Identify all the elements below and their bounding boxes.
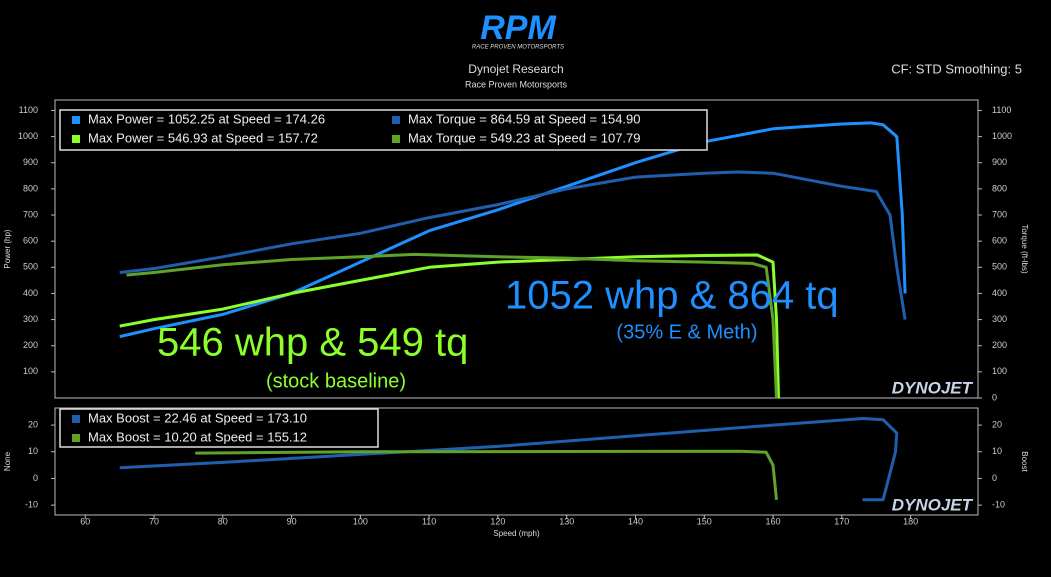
y-tick-label: 1000 <box>18 131 38 141</box>
annotation: 1052 whp & 864 tq <box>505 274 839 318</box>
legend-label: Max Torque = 549.23 at Speed = 107.79 <box>408 130 641 145</box>
y2-tick-label: 100 <box>992 366 1007 376</box>
data-line <box>119 417 899 502</box>
legend-swatch <box>72 415 80 423</box>
watermark: DYNOJET <box>892 378 974 397</box>
x-tick-label: 80 <box>218 516 228 526</box>
y2-tick-label: 1000 <box>992 131 1012 141</box>
x-tick-label: 60 <box>80 516 90 526</box>
legend-swatch <box>72 116 80 124</box>
y2-tick-label: 0 <box>992 392 997 402</box>
x-tick-label: 170 <box>834 516 849 526</box>
y-tick-label: 20 <box>28 419 38 429</box>
x-axis-label: Speed (mph) <box>493 529 540 538</box>
y2-tick-label: 1100 <box>992 105 1011 115</box>
annotation: (stock baseline) <box>266 370 406 392</box>
y2-axis-label: Torque (ft-lbs) <box>1020 224 1029 274</box>
data-line <box>195 449 778 500</box>
y2-tick-label: 600 <box>992 236 1007 246</box>
data-line <box>126 252 778 399</box>
x-tick-label: 140 <box>628 516 643 526</box>
y2-axis-label: Boost <box>1020 451 1029 472</box>
x-tick-label: 110 <box>422 516 436 526</box>
y2-tick-label: -10 <box>992 500 1005 510</box>
y2-tick-label: 800 <box>992 183 1007 193</box>
legend-label: Max Boost = 10.20 at Speed = 155.12 <box>88 429 307 444</box>
y-tick-label: 600 <box>23 236 38 246</box>
y-tick-label: 300 <box>23 314 38 324</box>
x-tick-label: 180 <box>903 516 918 526</box>
y2-tick-label: 20 <box>992 419 1002 429</box>
y-tick-label: 800 <box>23 183 38 193</box>
y-tick-label: 100 <box>23 366 38 376</box>
logo-sub: RACE PROVEN MOTORSPORTS <box>472 45 564 51</box>
legend-label: Max Torque = 864.59 at Speed = 154.90 <box>408 111 641 126</box>
settings: CF: STD Smoothing: 5 <box>891 61 1022 76</box>
legend-swatch <box>392 135 400 143</box>
title: Dynojet Research <box>468 62 563 76</box>
y2-tick-label: 200 <box>992 340 1007 350</box>
legend-box <box>59 408 379 448</box>
y2-tick-label: 900 <box>992 157 1007 167</box>
y-tick-label: -10 <box>25 500 38 510</box>
legend-swatch <box>72 135 80 143</box>
y2-tick-label: 10 <box>992 446 1002 456</box>
y2-tick-label: 0 <box>992 473 997 483</box>
legend-label: Max Power = 546.93 at Speed = 157.72 <box>88 130 318 145</box>
y-tick-label: 0 <box>33 473 38 483</box>
y2-tick-label: 700 <box>992 209 1007 219</box>
x-tick-label: 90 <box>287 516 297 526</box>
subtitle: Race Proven Motorsports <box>465 79 568 89</box>
legend-box <box>59 109 708 151</box>
y-tick-label: 1100 <box>19 105 38 115</box>
y-axis-label: None <box>3 451 12 471</box>
y2-tick-label: 300 <box>992 314 1007 324</box>
y-tick-label: 900 <box>23 157 38 167</box>
x-tick-label: 150 <box>697 516 712 526</box>
legend-label: Max Power = 1052.25 at Speed = 174.26 <box>88 111 325 126</box>
annotation: 546 whp & 549 tq <box>157 321 468 365</box>
y-tick-label: 700 <box>23 209 38 219</box>
x-tick-label: 70 <box>149 516 159 526</box>
data-line <box>119 253 780 399</box>
data-line <box>119 170 907 320</box>
y2-tick-label: 400 <box>992 288 1007 298</box>
x-tick-label: 100 <box>353 516 368 526</box>
annotation: (35% E & Meth) <box>616 321 757 343</box>
legend-label: Max Boost = 22.46 at Speed = 173.10 <box>88 410 307 425</box>
y-tick-label: 400 <box>23 288 38 298</box>
y-tick-label: 200 <box>23 340 38 350</box>
y-axis-label: Power (hp) <box>3 229 12 268</box>
y-tick-label: 10 <box>28 446 38 456</box>
x-tick-label: 120 <box>490 516 505 526</box>
data-line <box>119 121 907 339</box>
x-tick-label: 130 <box>559 516 574 526</box>
y2-tick-label: 500 <box>992 262 1007 272</box>
logo: RPM <box>480 9 556 47</box>
y-tick-label: 500 <box>23 262 38 272</box>
x-tick-label: 160 <box>766 516 781 526</box>
legend-swatch <box>72 434 80 442</box>
plot-frame <box>54 407 979 516</box>
legend-swatch <box>392 116 400 124</box>
watermark: DYNOJET <box>892 495 974 514</box>
